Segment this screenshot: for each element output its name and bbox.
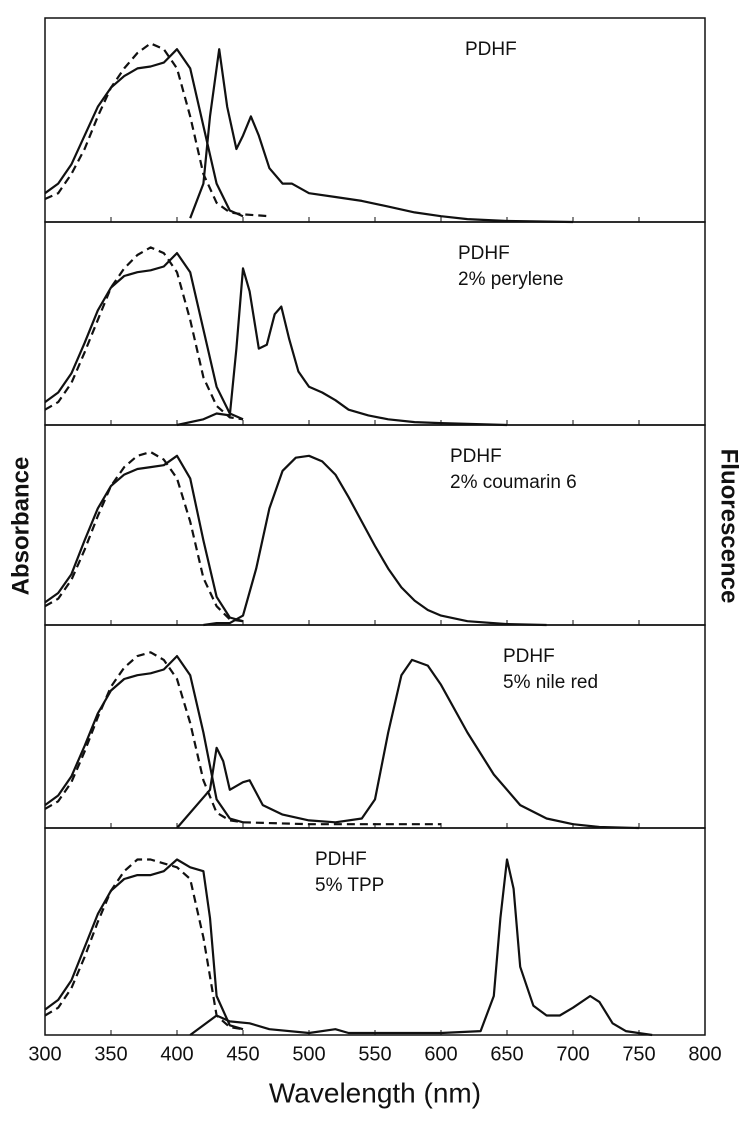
y-axis-label: Absorbance [7,457,34,596]
x-tick-label: 500 [292,1043,325,1065]
spectrum-line [176,267,508,427]
annotation: PDHF [458,243,510,264]
spectrum-line [44,252,244,421]
x-tick-label: 550 [358,1043,391,1065]
x-axis-label: Wavelength (nm) [269,1077,481,1108]
spectrum-line [44,858,244,1031]
x-tick-label: 600 [424,1043,457,1065]
panel-frame [44,827,706,1036]
x-tick-label: 350 [94,1043,127,1065]
spectrum-line [44,454,244,623]
spectrum-line [189,858,653,1037]
x-tick-label: 700 [556,1043,589,1065]
spectrum-line [44,246,244,421]
spectrum-line [203,454,547,627]
annotation: PDHF [315,849,367,870]
spectrum-line [44,48,244,218]
annotation: 5% TPP [315,875,384,896]
spectrum-line [189,48,574,224]
x-tick-label: 650 [490,1043,523,1065]
x-tick-label: 300 [28,1043,61,1065]
annotation: PDHF [450,446,502,467]
panel-frame [44,221,706,426]
annotation: 2% perylene [458,269,564,290]
x-tick-label: 400 [160,1043,193,1065]
spectrum-line [44,450,244,623]
x-tick-label: 800 [688,1043,721,1065]
spectrum-line [44,651,441,826]
annotation: 2% coumarin 6 [450,472,577,493]
spectrum-line [44,42,270,218]
spectrum-line [44,655,244,824]
spectrum-line [44,858,244,1031]
spectrum-line [176,658,640,830]
y2-axis-label: Fluorescence [716,449,743,604]
x-tick-label: 750 [622,1043,655,1065]
annotation: 5% nile red [503,672,598,693]
x-tick-label: 450 [226,1043,259,1065]
annotation: PDHF [465,39,517,60]
annotation: PDHF [503,646,555,667]
